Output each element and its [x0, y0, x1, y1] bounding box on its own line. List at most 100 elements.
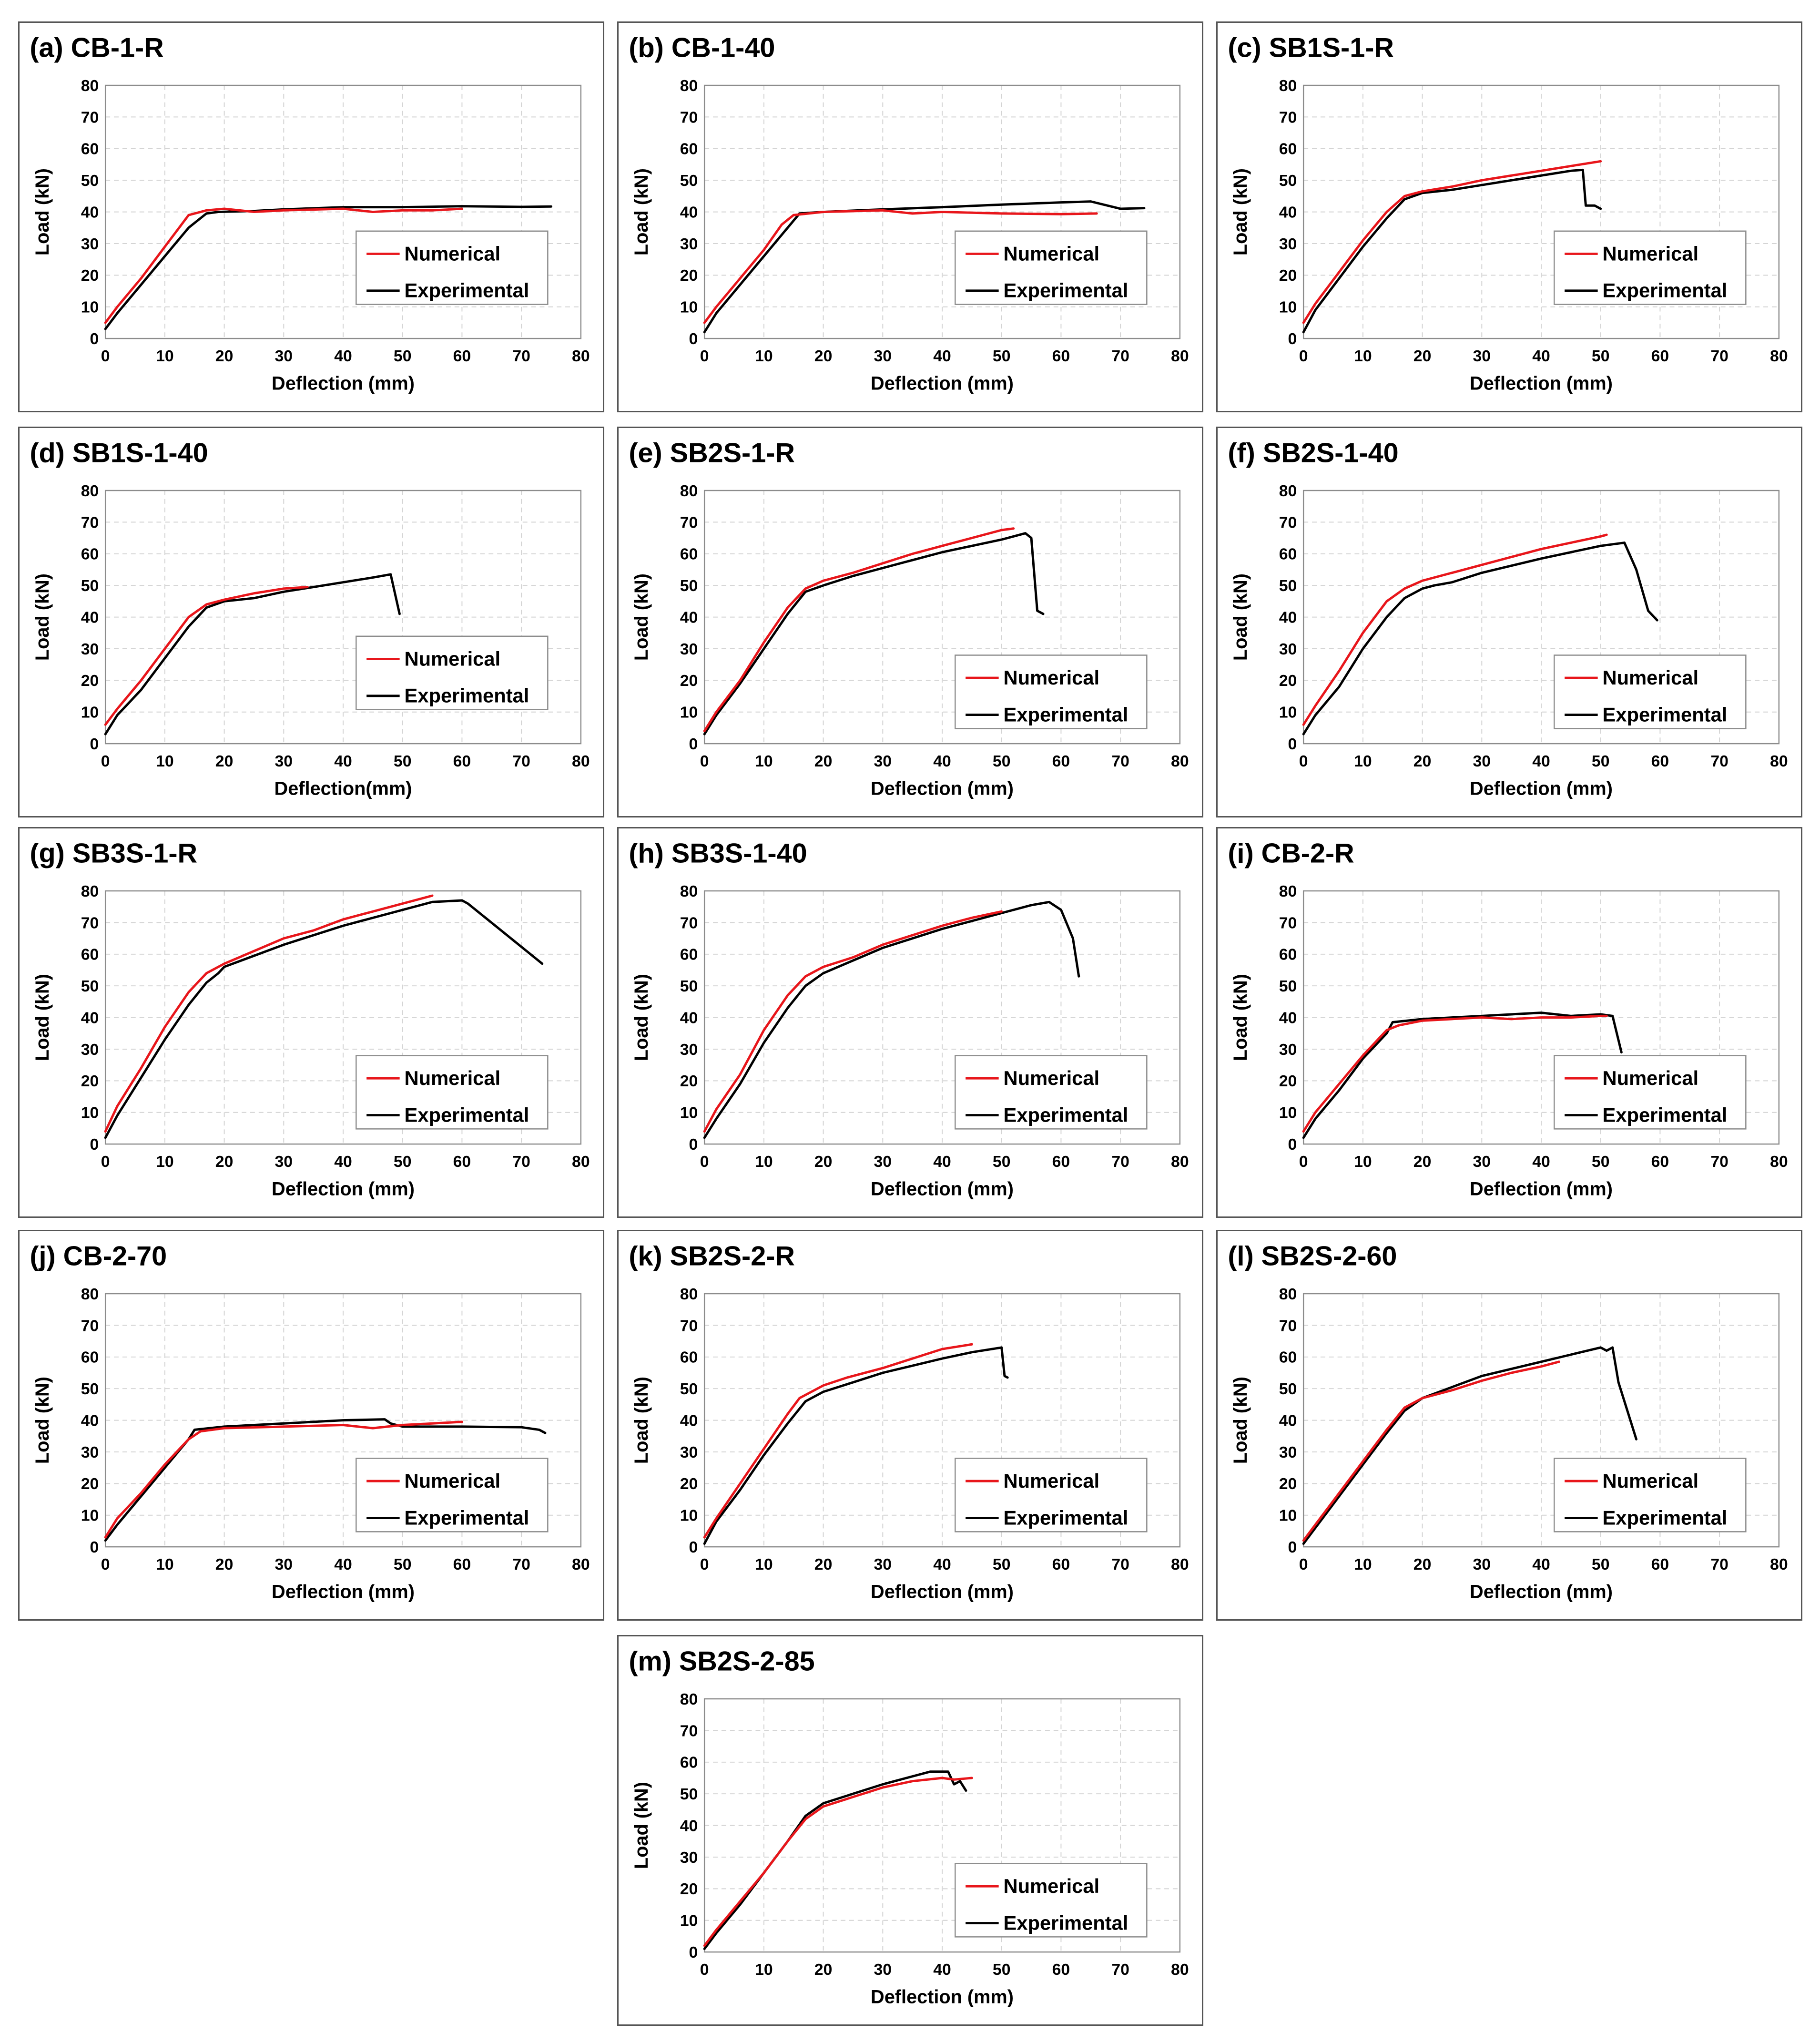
x-tick-label: 0 — [1299, 347, 1308, 365]
y-tick-label: 0 — [90, 735, 99, 753]
y-tick-label: 80 — [81, 1285, 99, 1303]
x-tick-label: 60 — [1651, 1555, 1669, 1573]
x-tick-label: 30 — [275, 347, 293, 365]
y-tick-label: 50 — [1279, 1380, 1297, 1398]
y-tick-label: 80 — [680, 882, 698, 900]
chart-svg: (h) SB3S-1-40 0 10 20 30 40 50 60 70 80 0 10 20 30 40 5… — [629, 838, 1189, 1199]
legend-label-experimental: Experimental — [405, 279, 529, 302]
y-tick-label: 70 — [81, 108, 99, 126]
x-tick-label: 10 — [156, 752, 174, 770]
x-tick-label: 80 — [1171, 347, 1189, 365]
chart-panel-a-cb-1-r: (a) CB-1-R 0 10 20 30 40 50 60 70 80 0 10 20 30 40 50 60… — [18, 21, 604, 412]
legend: Numerical Experimental — [955, 1863, 1148, 1938]
x-tick-label: 20 — [814, 752, 833, 770]
x-tick-label: 80 — [1770, 1555, 1788, 1573]
x-tick-label: 20 — [814, 1153, 833, 1171]
chart-svg: (i) CB-2-R 0 10 20 30 40 50 60 70 80 0 10 20 30 40 50 60… — [1228, 838, 1788, 1199]
legend-label-experimental: Experimental — [405, 1506, 529, 1529]
y-tick-label: 50 — [81, 577, 99, 595]
y-tick-label: 10 — [1279, 704, 1297, 722]
x-tick-label: 40 — [1532, 1153, 1550, 1171]
y-tick-label: 60 — [81, 1348, 99, 1367]
x-axis-label: Deflection (mm) — [1470, 1581, 1613, 1602]
x-axis-label: Deflection (mm) — [871, 1986, 1014, 2007]
legend-label-experimental: Experimental — [1004, 1506, 1129, 1529]
y-tick-label: 0 — [1288, 1135, 1297, 1154]
chart-title: (b) CB-1-40 — [629, 32, 775, 63]
y-tick-label: 30 — [81, 640, 99, 658]
x-tick-label: 80 — [1171, 752, 1189, 770]
y-tick-label: 50 — [680, 1785, 698, 1803]
y-tick-label: 60 — [680, 140, 698, 158]
y-tick-label: 50 — [680, 172, 698, 190]
x-tick-label: 50 — [993, 347, 1011, 365]
chart-title: (m) SB2S-2-85 — [629, 1646, 814, 1676]
x-tick-label: 70 — [512, 1555, 530, 1573]
y-axis-label: Load (kN) — [631, 573, 652, 661]
chart-panel-d-sb1s-1-40: (d) SB1S-1-40 0 10 20 30 40 50 60 70 80 0 10 20 30 40 5… — [18, 427, 604, 817]
series-line-experimental — [1302, 1346, 1638, 1545]
y-tick-label: 20 — [1279, 1072, 1297, 1090]
x-tick-label: 10 — [156, 1555, 174, 1573]
x-tick-label: 50 — [394, 347, 412, 365]
legend-label-experimental: Experimental — [405, 1103, 529, 1126]
y-tick-label: 40 — [1279, 203, 1297, 221]
series-line-numerical — [1302, 1360, 1560, 1542]
plot-area — [1302, 490, 1780, 745]
y-tick-label: 80 — [1279, 482, 1297, 500]
x-tick-label: 0 — [700, 1555, 709, 1573]
legend-label-experimental: Experimental — [1004, 1911, 1129, 1934]
legend: Numerical Experimental — [356, 635, 549, 710]
series-line-experimental — [1302, 1011, 1623, 1139]
legend: Numerical Experimental — [955, 230, 1148, 305]
x-tick-label: 40 — [334, 752, 352, 770]
legend-label-numerical: Numerical — [1603, 1470, 1699, 1492]
y-tick-label: 50 — [81, 977, 99, 995]
chart-svg: (j) CB-2-70 0 10 20 30 40 50 60 70 80 0 10 20 30 40 50 6… — [30, 1241, 590, 1602]
y-tick-label: 20 — [1279, 1475, 1297, 1493]
x-tick-label: 50 — [394, 1153, 412, 1171]
legend-box — [356, 230, 549, 305]
legend-label-numerical: Numerical — [1603, 242, 1699, 265]
y-tick-label: 80 — [1279, 1285, 1297, 1303]
series-line-numerical — [1302, 533, 1608, 726]
x-tick-label: 70 — [1111, 1153, 1129, 1171]
x-tick-label: 60 — [453, 1153, 471, 1171]
y-tick-label: 30 — [680, 1041, 698, 1059]
series-line-experimental — [104, 899, 544, 1139]
x-tick-label: 10 — [755, 752, 773, 770]
x-tick-label: 60 — [1052, 347, 1070, 365]
y-tick-label: 0 — [689, 1943, 698, 1961]
plot-area — [703, 490, 1181, 745]
x-tick-label: 50 — [993, 1153, 1011, 1171]
y-tick-label: 80 — [680, 1285, 698, 1303]
x-tick-label: 0 — [1299, 1555, 1308, 1573]
y-tick-label: 10 — [1279, 298, 1297, 317]
x-tick-label: 50 — [394, 752, 412, 770]
y-tick-label: 0 — [689, 1538, 698, 1556]
y-axis-label: Load (kN) — [32, 168, 53, 255]
y-tick-label: 0 — [689, 330, 698, 348]
x-tick-label: 60 — [453, 1555, 471, 1573]
y-tick-label: 70 — [680, 1317, 698, 1335]
chart-panel-c-sb1s-1-r: (c) SB1S-1-R 0 10 20 30 40 50 60 70 80 0 10 20 30 40 50… — [1216, 21, 1802, 412]
y-tick-label: 10 — [680, 704, 698, 722]
y-axis-label: Load (kN) — [631, 1377, 652, 1464]
x-tick-label: 40 — [1532, 347, 1550, 365]
x-tick-label: 20 — [215, 1555, 234, 1573]
x-tick-label: 0 — [101, 347, 110, 365]
y-tick-label: 40 — [81, 1009, 99, 1027]
legend-label-experimental: Experimental — [1004, 1103, 1129, 1126]
series-line-numerical — [1302, 160, 1602, 324]
plot-area — [703, 84, 1181, 339]
chart-title: (c) SB1S-1-R — [1228, 32, 1394, 63]
x-tick-label: 0 — [1299, 752, 1308, 770]
y-tick-label: 70 — [81, 914, 99, 932]
x-tick-label: 50 — [993, 752, 1011, 770]
x-tick-label: 20 — [215, 347, 234, 365]
legend: Numerical Experimental — [356, 1055, 549, 1130]
y-tick-label: 40 — [680, 1817, 698, 1835]
x-axis-label: Deflection (mm) — [272, 373, 415, 394]
y-tick-label: 70 — [81, 513, 99, 531]
x-tick-label: 0 — [1299, 1153, 1308, 1171]
